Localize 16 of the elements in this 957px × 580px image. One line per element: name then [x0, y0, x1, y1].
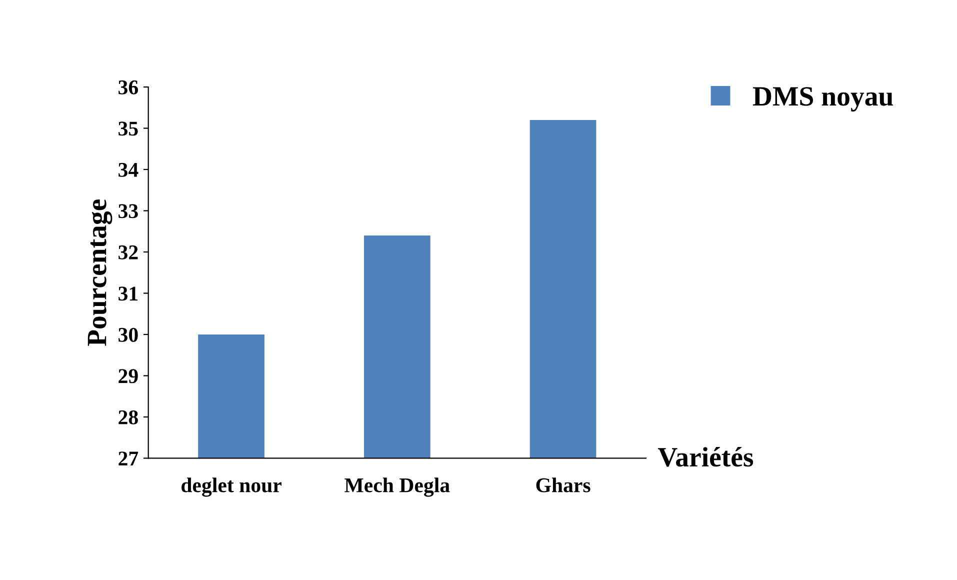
y-tick-label: 32	[118, 245, 138, 260]
x-tick-label: Ghars	[536, 478, 590, 492]
y-tick-label: 35	[118, 122, 138, 136]
x-tick-label: deglet nour	[181, 478, 282, 497]
y-axis-title: Pourcentage	[88, 200, 112, 346]
legend-label: DMS noyau	[752, 87, 893, 112]
y-tick-label: 30	[118, 328, 138, 342]
y-tick-label: 27	[118, 452, 138, 466]
y-tick-label: 36	[118, 80, 138, 94]
y-tick-label: 34	[118, 162, 138, 177]
y-tick-label: 31	[118, 286, 138, 301]
x-tick-label: Mech Degla	[344, 478, 450, 497]
y-tick-label: 29	[118, 369, 138, 384]
y-tick-label: 33	[118, 204, 138, 218]
x-axis-title: Variétés	[658, 447, 754, 467]
y-tick-label: 28	[118, 410, 138, 424]
